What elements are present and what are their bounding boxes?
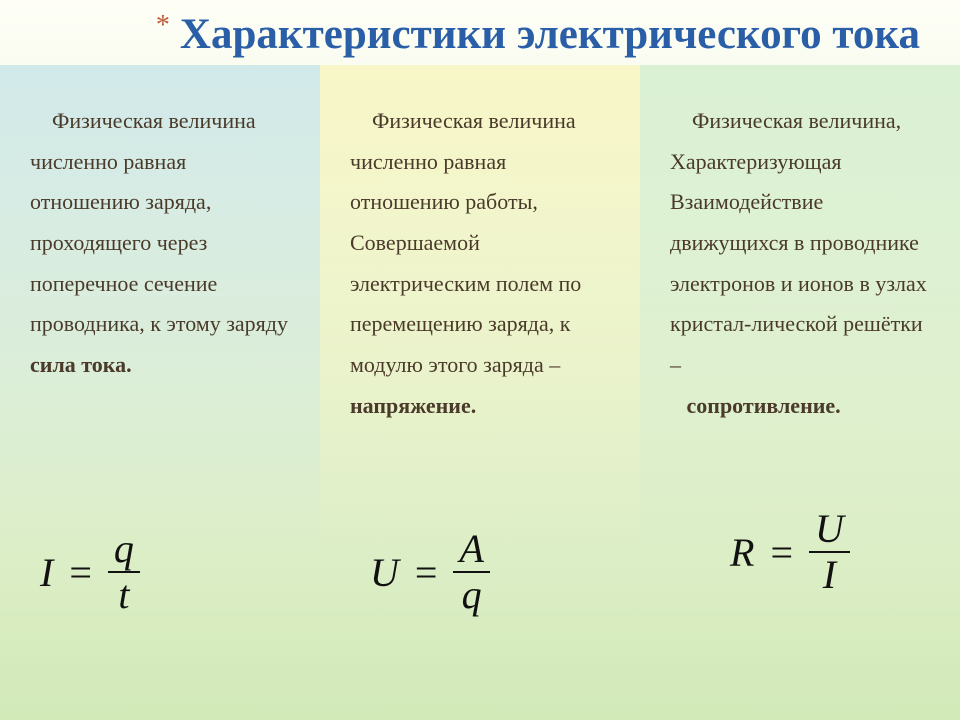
desc-current: Физическая величина численно равная отно… (30, 101, 298, 386)
slide-root: * Характеристики электрического тока Физ… (0, 0, 960, 720)
desc-voltage: Физическая величина численно равная отно… (350, 101, 618, 427)
formula-resistance: R = U I (720, 509, 850, 595)
term-current: сила тока. (30, 352, 132, 377)
columns-container: Физическая величина численно равная отно… (0, 65, 960, 645)
formula-eq: = (770, 530, 793, 575)
column-voltage: Физическая величина численно равная отно… (320, 65, 640, 645)
desc-text: Физическая величина численно равная отно… (350, 108, 581, 377)
formula-fraction: U I (809, 509, 850, 595)
term-resistance: сопротивление. (687, 393, 841, 418)
formula-eq: = (415, 550, 438, 595)
formula-denominator: q (453, 571, 489, 615)
formula-lhs: I (40, 550, 53, 595)
formula-denominator: t (108, 571, 140, 615)
page-title: Характеристики электрического тока (180, 11, 920, 58)
formula-numerator: q (108, 529, 140, 571)
term-voltage: напряжение. (350, 393, 476, 418)
formula-current: I = q t (30, 529, 140, 615)
column-resistance: Физическая величина, Характеризующая Вза… (640, 65, 960, 645)
formula-voltage: U = A q (360, 529, 490, 615)
desc-resistance: Физическая величина, Характеризующая Вза… (670, 101, 938, 427)
title-marker: * (156, 10, 170, 41)
column-current: Физическая величина численно равная отно… (0, 65, 320, 645)
formula-fraction: A q (453, 529, 489, 615)
formula-lhs: U (370, 550, 399, 595)
formula-eq: = (69, 550, 92, 595)
formula-lhs: R (730, 530, 754, 575)
formula-denominator: I (809, 551, 850, 595)
desc-text: Физическая величина, Характеризующая Вза… (670, 108, 927, 377)
formula-numerator: A (453, 529, 489, 571)
formula-fraction: q t (108, 529, 140, 615)
desc-text: Физическая величина численно равная отно… (30, 108, 288, 336)
title-area: * Характеристики электрического тока (0, 0, 960, 65)
formula-numerator: U (809, 509, 850, 551)
